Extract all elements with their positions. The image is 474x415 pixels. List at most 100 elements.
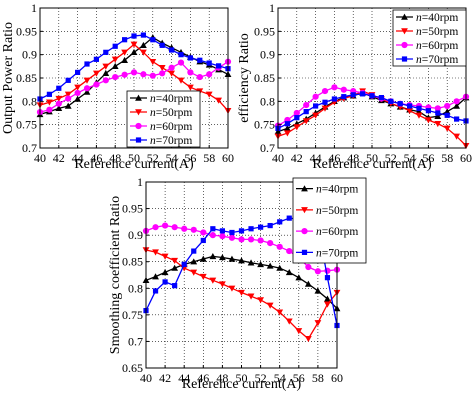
data-point: [453, 133, 460, 140]
x-axis-label: Reference current(A): [182, 377, 302, 392]
data-point: [285, 318, 293, 325]
data-point: [215, 97, 222, 104]
x-axis-label: Reference current(A): [312, 157, 432, 172]
chart-output-power: 40 42 44 46 48 50 52 54 56 58 60 0.7 0.75 0.8 0.85 0.9 0…: [1, 1, 234, 172]
data-point: [181, 261, 187, 267]
data-point: [267, 222, 273, 229]
data-point: [199, 255, 207, 262]
legend-marker: [301, 249, 308, 255]
data-point: [444, 102, 451, 110]
data-point: [171, 264, 179, 271]
legend-marker: [401, 28, 408, 35]
data-point: [177, 59, 185, 66]
data-point: [454, 116, 460, 122]
data-point: [55, 95, 63, 102]
legend-entry: n=70rpm: [396, 54, 458, 66]
data-point: [331, 96, 337, 102]
data-point: [46, 99, 53, 106]
data-point: [304, 280, 312, 287]
x-tick-label: 58: [203, 151, 215, 165]
data-point: [200, 237, 206, 244]
data-point: [209, 232, 216, 239]
x-tick-label: 58: [312, 371, 324, 385]
x-tick-label: 54: [274, 371, 286, 385]
data-point: [177, 77, 185, 84]
x-tick-label: 52: [255, 371, 267, 385]
data-point: [112, 43, 118, 49]
data-point: [407, 103, 413, 109]
legend-entry: n=50rpm: [396, 26, 458, 38]
data-point: [152, 288, 159, 294]
data-point: [111, 56, 119, 63]
data-point: [219, 281, 226, 288]
data-point: [149, 58, 157, 66]
data-point: [140, 71, 147, 78]
series-n-50rpm: [142, 247, 341, 343]
data-point: [197, 57, 203, 63]
legend-label: n=50rpm: [316, 205, 358, 217]
y-tick-label: 0.7: [260, 141, 275, 155]
legend-marker: [135, 109, 142, 116]
data-point: [257, 237, 264, 244]
data-point: [314, 287, 322, 294]
data-point: [415, 112, 423, 119]
legend-marker: [401, 56, 408, 62]
data-point: [206, 71, 213, 78]
legend-label: n=60rpm: [316, 226, 358, 238]
legend-entry: n=60rpm: [396, 40, 458, 52]
data-point: [434, 112, 442, 119]
data-point: [321, 105, 329, 112]
y-tick-label: 0.65: [122, 361, 143, 375]
data-point: [112, 73, 119, 81]
x-tick-label: 40: [140, 371, 152, 385]
chart-smoothing: 40 42 44 46 48 50 52 54 56 58 60 0.65 0.7 0.75 0.8 0.85…: [108, 175, 367, 392]
x-tick-label: 42: [291, 151, 303, 165]
y-tick-label: 0.75: [122, 308, 143, 322]
x-tick-label: 50: [366, 151, 378, 165]
data-point: [200, 229, 207, 236]
x-tick-label: 54: [166, 151, 178, 165]
y-axis-label: Output Power Ratio: [1, 22, 16, 134]
data-point: [324, 275, 331, 281]
y-tick-label: 0.95: [254, 24, 275, 38]
y-tick-label: 0.95: [122, 202, 143, 216]
data-point: [350, 92, 356, 98]
data-point: [103, 49, 109, 55]
series-n-60rpm: [142, 222, 341, 275]
data-point: [187, 84, 194, 91]
data-point: [322, 99, 328, 105]
data-point: [169, 47, 175, 53]
data-point: [172, 283, 178, 289]
data-point: [187, 55, 193, 61]
y-tick-label: 0.8: [260, 94, 275, 108]
legend-marker: [135, 122, 142, 130]
data-point: [216, 63, 222, 69]
data-point: [56, 85, 62, 91]
data-point: [83, 88, 91, 95]
legend-label: n=70rpm: [150, 135, 192, 147]
legend-label: n=70rpm: [316, 247, 358, 259]
data-point: [130, 41, 138, 48]
data-point: [388, 98, 394, 104]
x-tick-label: 50: [128, 151, 140, 165]
data-point: [267, 240, 274, 247]
series-n-50rpm: [36, 41, 232, 115]
legend: n=40rpm n=50rpm n=60rpm n=70rpm: [126, 90, 201, 148]
x-tick-label: 58: [441, 151, 453, 165]
data-point: [168, 70, 175, 77]
data-point: [122, 37, 128, 43]
x-tick-label: 48: [347, 151, 359, 165]
legend-label: n=50rpm: [416, 26, 458, 38]
data-point: [102, 63, 110, 70]
data-point: [46, 91, 52, 97]
data-point: [228, 234, 236, 241]
data-point: [444, 112, 450, 118]
y-axis-label: Smoothing coefficient Ratio: [108, 196, 123, 354]
x-tick-label: 56: [184, 151, 196, 165]
data-point: [83, 77, 91, 84]
data-point: [219, 233, 226, 240]
data-point: [284, 125, 291, 132]
data-point: [130, 69, 138, 76]
data-point: [152, 273, 159, 280]
data-point: [248, 226, 254, 232]
